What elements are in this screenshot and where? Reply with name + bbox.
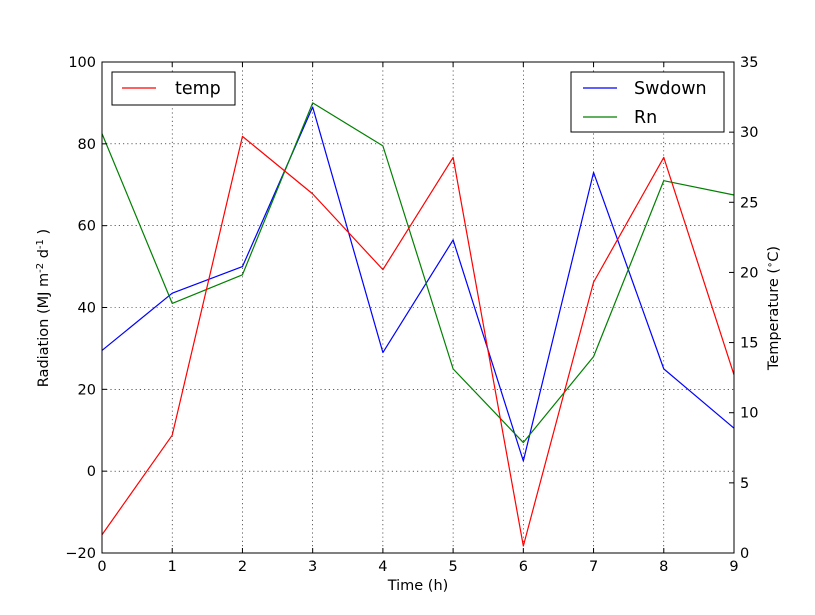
series-line-temp xyxy=(101,135,735,547)
x-axis-label: Time (h) xyxy=(387,578,449,594)
y-tick-label-right: 20 xyxy=(740,265,758,281)
y-tick-label-left: 100 xyxy=(68,55,96,71)
legend-right: Swdown Rn xyxy=(570,71,725,133)
y-tick-label-left: 80 xyxy=(78,137,96,153)
y-tick-label-right: 15 xyxy=(740,336,758,352)
y-tick-label-left: −20 xyxy=(65,546,96,562)
legend-left: temp xyxy=(111,71,236,106)
grid xyxy=(102,62,734,553)
y-axis-right-label: Temperature (∘C) xyxy=(765,246,783,371)
y-tick-label-left: 20 xyxy=(78,382,96,398)
y-tick-label-left: 0 xyxy=(87,464,96,480)
legend-label-temp: temp xyxy=(175,79,221,99)
x-tick-label: 2 xyxy=(238,559,247,575)
y-tick-label-left: 40 xyxy=(78,301,96,317)
y-tick-label-right: 25 xyxy=(740,195,758,211)
x-tick-label: 1 xyxy=(168,559,177,575)
y-axis-left-label: Radiation (MJ m-2 d-1 ) xyxy=(35,229,53,387)
series-layer xyxy=(101,102,735,547)
x-tick-label: 3 xyxy=(308,559,317,575)
legend-label-swdown: Swdown xyxy=(634,79,707,99)
y-tick-label-right: 0 xyxy=(740,546,749,562)
x-tick-label: 8 xyxy=(659,559,668,575)
y-tick-label-right: 30 xyxy=(740,125,758,141)
x-tick-label: 5 xyxy=(448,559,457,575)
y-tick-label-left: 60 xyxy=(78,219,96,235)
y-tick-label-right: 5 xyxy=(740,476,749,492)
x-tick-label: 4 xyxy=(378,559,387,575)
x-tick-label: 6 xyxy=(519,559,528,575)
x-tick-label: 0 xyxy=(97,559,106,575)
legend-right-box xyxy=(570,71,725,133)
legend-label-rn: Rn xyxy=(634,108,657,128)
x-tick-label: 7 xyxy=(589,559,598,575)
series-line-rn xyxy=(101,102,735,444)
y-tick-label-right: 35 xyxy=(740,55,758,71)
series-line-swdown xyxy=(101,106,735,462)
x-tick-label: 9 xyxy=(729,559,738,575)
y-tick-label-right: 10 xyxy=(740,406,758,422)
